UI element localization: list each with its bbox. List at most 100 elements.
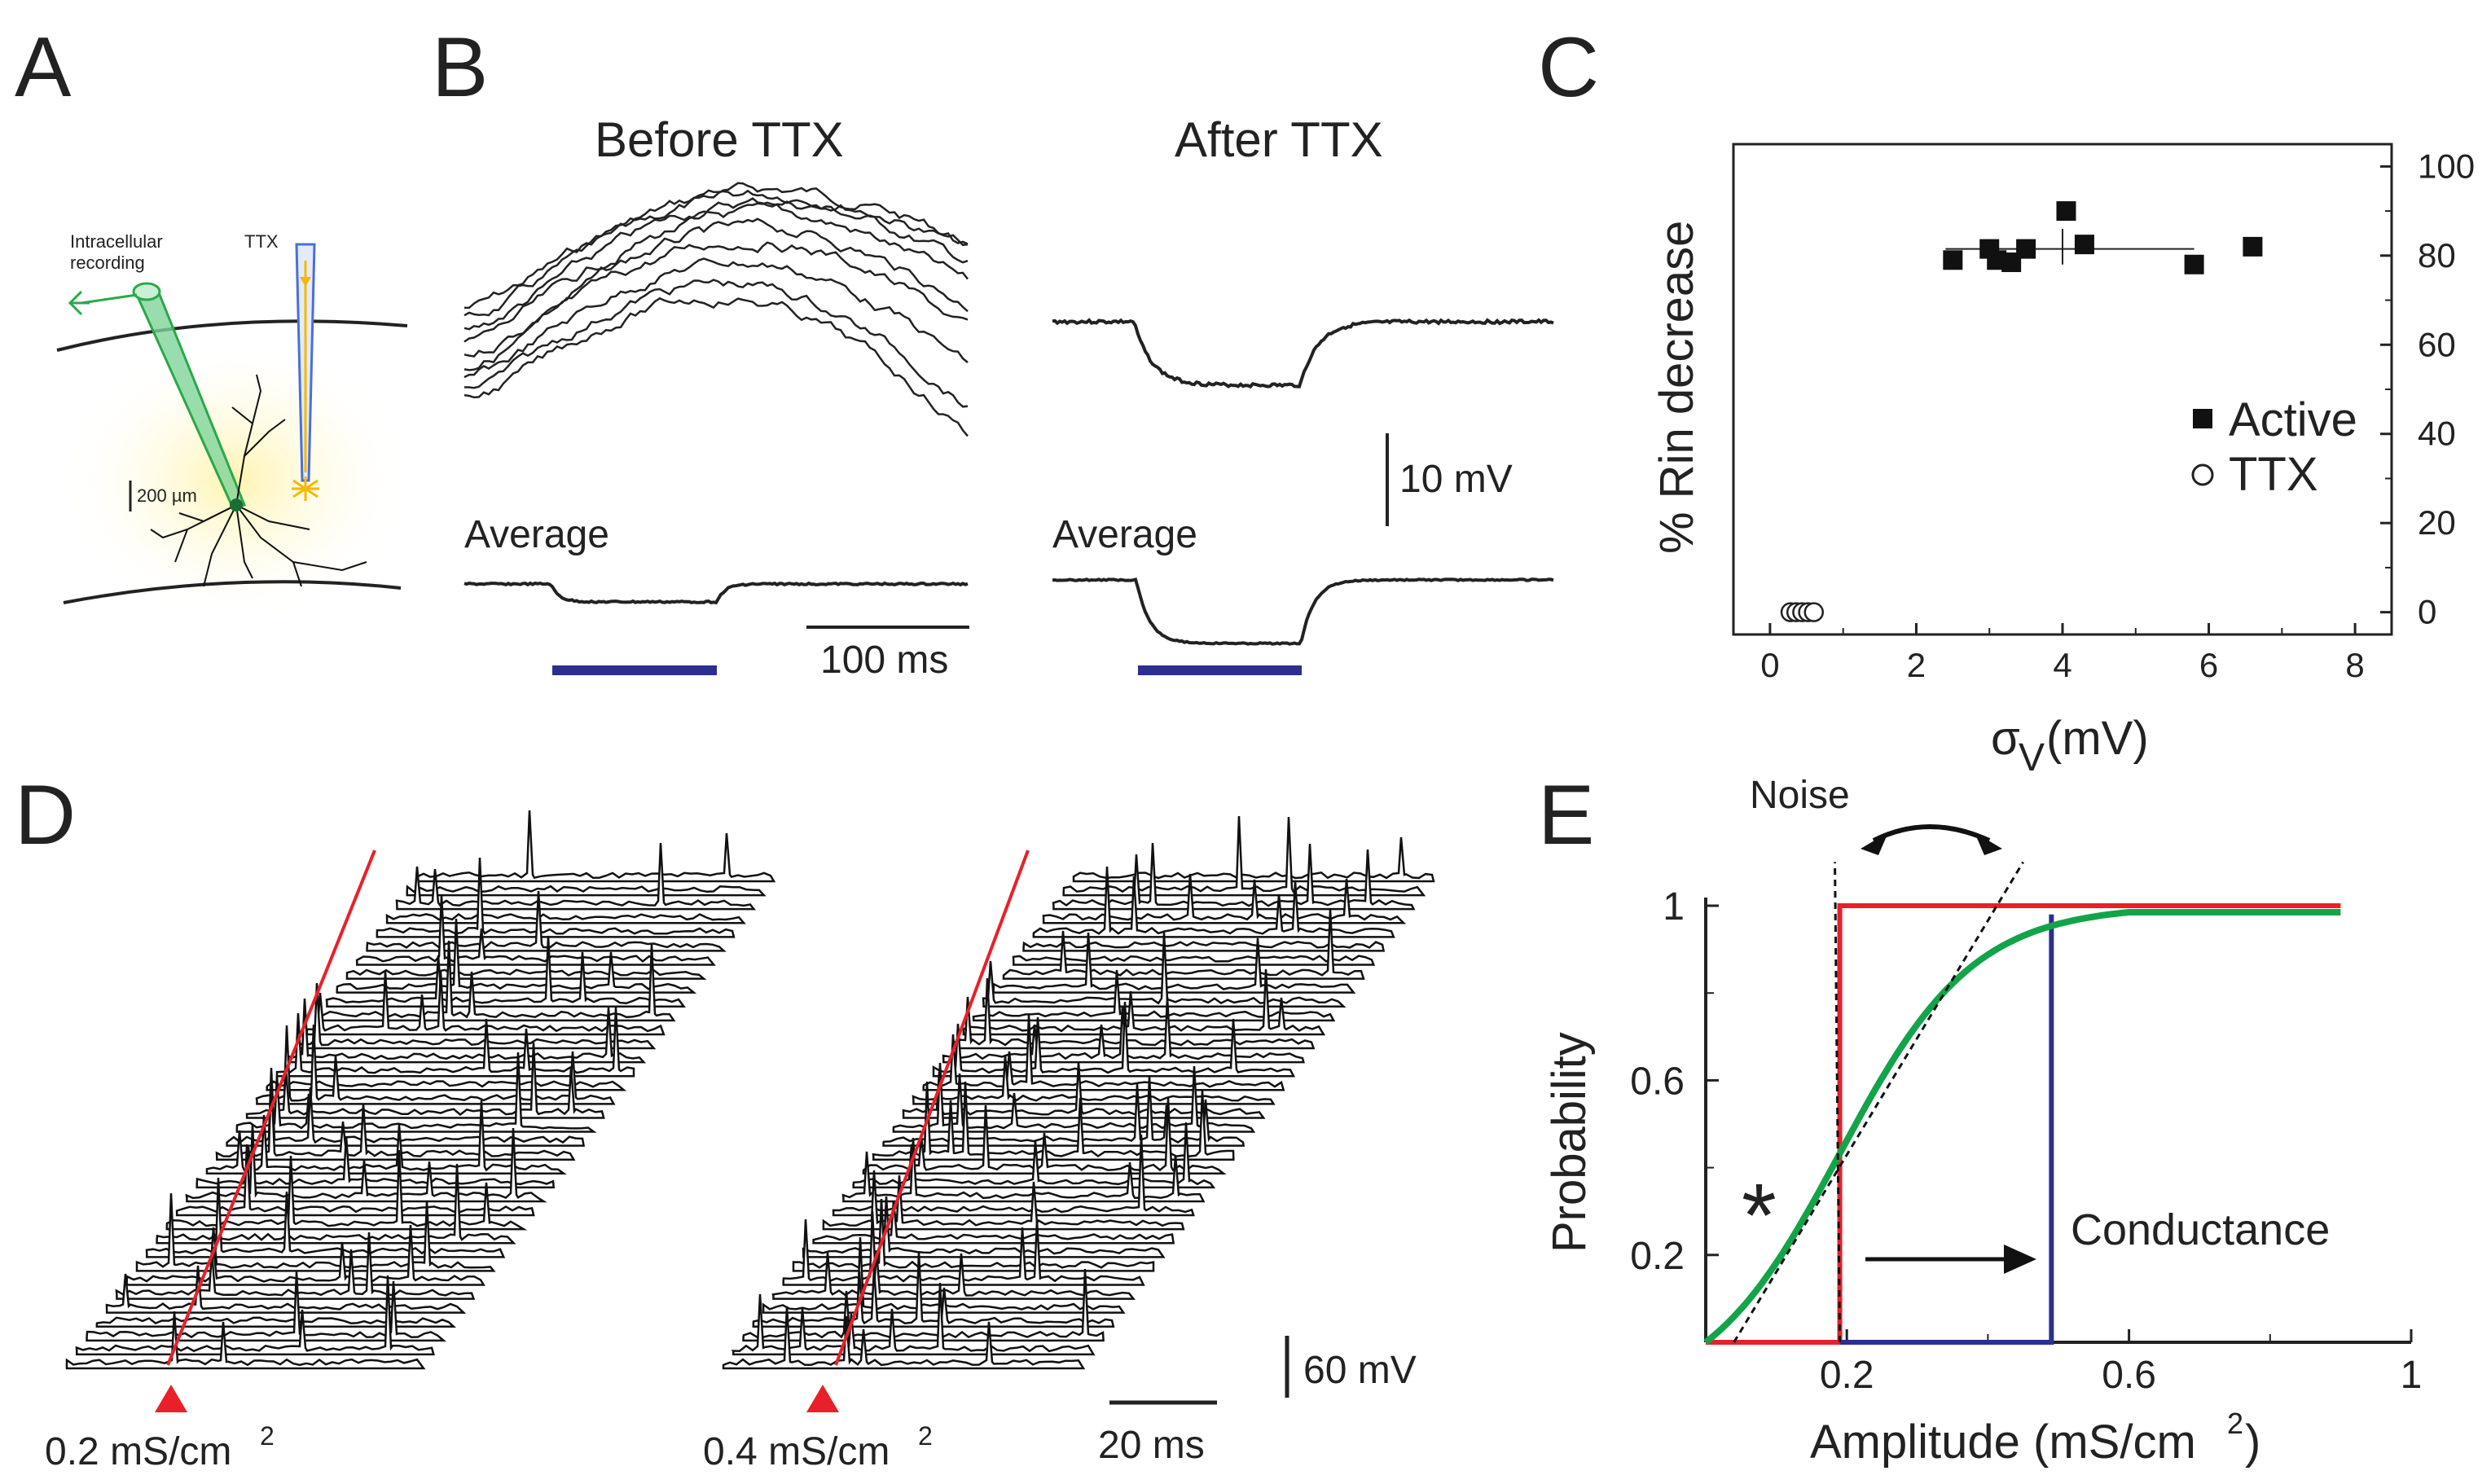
sweep-trace — [742, 1268, 1105, 1342]
panel-d: D 0.2 mS/cm 2 0.4 mS/cm 2 60 mV 20 ms — [15, 768, 1435, 1473]
sweep-trace — [226, 1067, 586, 1147]
sweep-trace — [922, 1014, 1285, 1091]
y-tick-label-c: 100 — [2418, 147, 2475, 185]
x-axis-label-e-sup: 2 — [2227, 1407, 2243, 1440]
sweep-trace — [912, 1055, 1276, 1105]
sweep-trace — [722, 1306, 1086, 1370]
electrode-tip-end — [132, 282, 161, 301]
noise-arc — [1872, 824, 1991, 843]
illumination-glow — [57, 334, 415, 627]
sweep-trace — [395, 842, 756, 911]
sweep-trace — [771, 1250, 1136, 1300]
before-trace — [463, 201, 969, 343]
average-label-before: Average — [464, 513, 609, 556]
sweep-trace — [1002, 908, 1365, 980]
sweep-trace — [245, 1042, 605, 1119]
sweep-trace — [275, 1007, 635, 1078]
shift-arrow-icon — [2004, 1245, 2036, 1274]
sweep-trace — [406, 885, 767, 897]
x-axis-label-c-main: σ — [1991, 712, 2020, 765]
y-tick-label-c: 20 — [2418, 503, 2456, 542]
x-tick-label-e: 0.6 — [2102, 1354, 2156, 1397]
sweep-trace — [932, 1001, 1296, 1078]
average-trace-after — [1052, 577, 1554, 646]
conductance-label: Conductance — [2071, 1205, 2330, 1254]
average-label-after: Average — [1052, 513, 1197, 556]
soma — [230, 498, 243, 511]
sweep-trace — [105, 1265, 467, 1314]
sweep-trace — [792, 1198, 1155, 1272]
sweep-trace — [215, 1078, 576, 1161]
x-tick-label-c: 8 — [2345, 646, 2364, 684]
amplitude-marker-left — [155, 1385, 187, 1412]
y-axis-label-e: Probability — [1543, 1032, 1596, 1253]
sweep-trace — [285, 998, 647, 1064]
curves-e — [1703, 861, 2341, 1346]
sweep-trace — [336, 918, 697, 994]
legend-ttx-label: TTX — [2229, 448, 2318, 501]
sweep-trace — [95, 1316, 457, 1328]
noise-arrow-left-icon — [1861, 832, 1888, 855]
active-point — [2074, 235, 2094, 255]
sigmoid-curve-green — [1703, 909, 2341, 1346]
ttx-burst-icon — [292, 476, 319, 501]
raster-stack-left — [65, 810, 776, 1370]
amplitude-label-left-sup: 2 — [260, 1421, 275, 1451]
sweep-trace — [1072, 836, 1435, 883]
y-tick-label-c: 40 — [2418, 415, 2456, 453]
amplitude-label-right-sup: 2 — [918, 1421, 933, 1451]
x-tick-label-e: 1 — [2401, 1354, 2423, 1397]
panel-e: E Noise 0.2 0.6 1 0.2 0.6 1 * Conductance Pro… — [1538, 768, 2422, 1469]
step-curve-blue — [1839, 914, 2054, 1345]
before-trace — [463, 197, 969, 331]
amplitude-label-left: 0.2 mS/cm — [45, 1430, 231, 1473]
step-curve-red — [1706, 903, 2341, 1345]
sweep-trace — [165, 1149, 528, 1231]
legend-active-label: Active — [2229, 393, 2357, 446]
sweep-trace — [125, 1224, 485, 1286]
scatter-points — [1780, 201, 2263, 622]
time-scale-label-b: 100 ms — [820, 639, 948, 682]
x-axis-ticks-c: 0 2 4 6 8 — [1760, 623, 2365, 684]
x-axis-label-c-unit: (mV) — [2046, 712, 2149, 765]
recording-label-2: recording — [70, 252, 145, 273]
sweep-trace — [982, 932, 1347, 1008]
sweep-trace — [366, 890, 727, 952]
sweep-trace — [1012, 955, 1376, 966]
x-axis-label-c-sub: V — [2019, 736, 2045, 779]
average-trace-before — [463, 581, 969, 605]
legend-ttx-marker — [2191, 463, 2214, 486]
legend-active-marker — [2193, 409, 2212, 428]
sweep-trace — [415, 810, 776, 883]
cortex-surface-line — [56, 319, 408, 352]
sweep-trace — [235, 1052, 597, 1133]
neuron-drawing — [150, 374, 367, 587]
threshold-line-left — [166, 850, 376, 1366]
before-trace — [463, 279, 969, 408]
active-point — [1943, 250, 1963, 270]
sweep-trace — [355, 894, 716, 966]
sweep-trace — [65, 1311, 426, 1370]
y-tick-label-c: 80 — [2418, 236, 2456, 274]
sweep-trace — [376, 857, 736, 938]
axes-e: 0.2 0.6 1 0.2 0.6 1 — [1630, 885, 2422, 1397]
y-tick-label-e: 0.2 — [1630, 1235, 1685, 1278]
panel-b: B Before TTX After TTX Average Average 1… — [432, 20, 1554, 682]
threshold-line-right — [834, 850, 1030, 1366]
amplitude-marker-right — [806, 1385, 839, 1412]
sweep-trace — [822, 1170, 1185, 1231]
sweep-trace — [205, 1100, 567, 1175]
x-axis-label-e: Amplitude (mS/cm — [1810, 1416, 2196, 1469]
time-scale-label-d: 20 ms — [1098, 1424, 1205, 1467]
white-matter-line — [63, 580, 402, 604]
sweep-trace — [862, 1097, 1227, 1175]
after-ttx-trace — [1052, 318, 1554, 389]
x-tick-label-c: 4 — [2053, 646, 2071, 684]
scale-label-200um: 200 µm — [137, 485, 197, 506]
sweep-trace — [1032, 866, 1395, 938]
x-tick-label-c: 2 — [1907, 646, 1926, 684]
recording-label-1: Intracellular — [70, 231, 163, 252]
after-ttx-title: After TTX — [1175, 112, 1383, 167]
sweep-trace — [156, 1163, 516, 1245]
